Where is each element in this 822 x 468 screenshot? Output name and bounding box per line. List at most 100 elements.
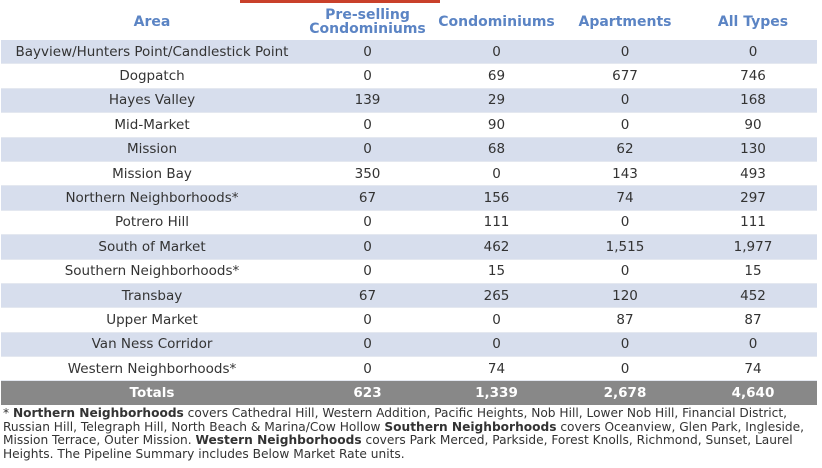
totals-row: Totals 623 1,339 2,678 4,640 bbox=[1, 380, 817, 406]
table-row: South of Market 0 462 1,515 1,977 bbox=[1, 234, 817, 260]
cell-preselling: 0 bbox=[303, 63, 432, 89]
cell-preselling: 67 bbox=[303, 283, 432, 309]
cell-apartments: 1,515 bbox=[561, 234, 689, 260]
table-row: Southern Neighborhoods* 0 15 0 15 bbox=[1, 259, 817, 284]
cell-all-types: 130 bbox=[689, 137, 817, 162]
footnote-northern-text: covers Cathedral Hill, Western Addition,… bbox=[3, 406, 788, 434]
cell-all-types: 493 bbox=[689, 161, 817, 187]
cell-area: Hayes Valley bbox=[1, 88, 303, 114]
footnote-southern-text: covers Oceanview, Glen Park, Ingleside, … bbox=[3, 419, 805, 447]
cell-condominiums: 15 bbox=[432, 259, 561, 284]
totals-label: Totals bbox=[1, 380, 303, 406]
cell-area: Mid-Market bbox=[1, 112, 303, 138]
table-row: Hayes Valley 139 29 0 168 bbox=[1, 88, 817, 114]
cell-all-types: 15 bbox=[689, 259, 817, 284]
table-row: Transbay 67 265 120 452 bbox=[1, 283, 817, 309]
header-area: Area bbox=[1, 4, 303, 40]
cell-apartments: 0 bbox=[561, 40, 689, 65]
cell-all-types: 90 bbox=[689, 112, 817, 138]
cell-area: Southern Neighborhoods* bbox=[1, 259, 303, 284]
cell-condominiums: 265 bbox=[432, 283, 561, 309]
cell-preselling: 0 bbox=[303, 137, 432, 162]
cell-preselling: 67 bbox=[303, 185, 432, 211]
cell-apartments: 74 bbox=[561, 185, 689, 211]
totals-all-types: 4,640 bbox=[689, 380, 817, 406]
table-row: Mission Bay 350 0 143 493 bbox=[1, 161, 817, 187]
cell-apartments: 677 bbox=[561, 63, 689, 89]
top-accent-bar bbox=[240, 0, 440, 3]
cell-apartments: 120 bbox=[561, 283, 689, 309]
table-row: Western Neighborhoods* 0 74 0 74 bbox=[1, 356, 817, 382]
cell-apartments: 0 bbox=[561, 356, 689, 382]
cell-area: South of Market bbox=[1, 234, 303, 260]
cell-all-types: 452 bbox=[689, 283, 817, 309]
cell-area: Dogpatch bbox=[1, 63, 303, 89]
cell-preselling: 139 bbox=[303, 88, 432, 114]
header-apartments: Apartments bbox=[561, 4, 689, 40]
cell-condominiums: 0 bbox=[432, 161, 561, 187]
cell-apartments: 87 bbox=[561, 307, 689, 333]
cell-preselling: 0 bbox=[303, 112, 432, 138]
cell-condominiums: 90 bbox=[432, 112, 561, 138]
cell-apartments: 0 bbox=[561, 112, 689, 138]
table-row: Upper Market 0 0 87 87 bbox=[1, 307, 817, 333]
cell-area: Northern Neighborhoods* bbox=[1, 185, 303, 211]
cell-all-types: 168 bbox=[689, 88, 817, 114]
cell-preselling: 0 bbox=[303, 40, 432, 65]
table-body: Bayview/Hunters Point/Candlestick Point 0… bbox=[1, 40, 817, 382]
cell-preselling: 350 bbox=[303, 161, 432, 187]
header-all-types: All Types bbox=[689, 4, 817, 40]
footnote: * Northern Neighborhoods covers Cathedra… bbox=[3, 406, 815, 461]
header-condominiums: Condominiums bbox=[432, 4, 561, 40]
totals-apartments: 2,678 bbox=[561, 380, 689, 406]
cell-condominiums: 69 bbox=[432, 63, 561, 89]
cell-area: Bayview/Hunters Point/Candlestick Point bbox=[1, 40, 303, 65]
cell-apartments: 0 bbox=[561, 259, 689, 284]
cell-condominiums: 74 bbox=[432, 356, 561, 382]
cell-preselling: 0 bbox=[303, 234, 432, 260]
cell-condominiums: 111 bbox=[432, 210, 561, 236]
footnote-northern-label: Northern Neighborhoods bbox=[12, 406, 184, 420]
cell-area: Van Ness Corridor bbox=[1, 332, 303, 358]
cell-area: Mission bbox=[1, 137, 303, 162]
cell-apartments: 0 bbox=[561, 332, 689, 358]
footnote-western-label: Western Neighborhoods bbox=[195, 433, 362, 447]
cell-preselling: 0 bbox=[303, 356, 432, 382]
totals-condominiums: 1,339 bbox=[432, 380, 561, 406]
cell-all-types: 74 bbox=[689, 356, 817, 382]
footnote-southern-label: Southern Neighborhoods bbox=[384, 419, 557, 434]
cell-apartments: 143 bbox=[561, 161, 689, 187]
table-row: Mission 0 68 62 130 bbox=[1, 137, 817, 162]
cell-preselling: 0 bbox=[303, 307, 432, 333]
table-row: Bayview/Hunters Point/Candlestick Point 0… bbox=[1, 40, 817, 65]
totals-preselling: 623 bbox=[303, 380, 432, 406]
cell-apartments: 0 bbox=[561, 88, 689, 114]
cell-area: Western Neighborhoods* bbox=[1, 356, 303, 382]
table-row: Dogpatch 0 69 677 746 bbox=[1, 63, 817, 89]
table-row: Mid-Market 0 90 0 90 bbox=[1, 112, 817, 138]
cell-area: Transbay bbox=[1, 283, 303, 309]
header-preselling: Pre-selling Condominiums bbox=[303, 4, 432, 40]
cell-all-types: 87 bbox=[689, 307, 817, 333]
footnote-asterisk: * bbox=[3, 406, 13, 420]
cell-condominiums: 0 bbox=[432, 40, 561, 65]
cell-condominiums: 0 bbox=[432, 332, 561, 358]
cell-condominiums: 68 bbox=[432, 137, 561, 162]
cell-area: Upper Market bbox=[1, 307, 303, 333]
header-row: Area Pre-selling Condominiums Condominiu… bbox=[1, 4, 817, 40]
cell-apartments: 0 bbox=[561, 210, 689, 236]
cell-condominiums: 156 bbox=[432, 185, 561, 211]
cell-apartments: 62 bbox=[561, 137, 689, 162]
pipeline-table: Area Pre-selling Condominiums Condominiu… bbox=[1, 4, 817, 406]
cell-area: Mission Bay bbox=[1, 161, 303, 187]
cell-all-types: 0 bbox=[689, 40, 817, 65]
cell-all-types: 0 bbox=[689, 332, 817, 358]
table-row: Potrero Hill 0 111 0 111 bbox=[1, 210, 817, 236]
cell-condominiums: 29 bbox=[432, 88, 561, 114]
cell-all-types: 746 bbox=[689, 63, 817, 89]
table-row: Van Ness Corridor 0 0 0 0 bbox=[1, 332, 817, 358]
cell-area: Potrero Hill bbox=[1, 210, 303, 236]
cell-all-types: 1,977 bbox=[689, 234, 817, 260]
cell-preselling: 0 bbox=[303, 332, 432, 358]
